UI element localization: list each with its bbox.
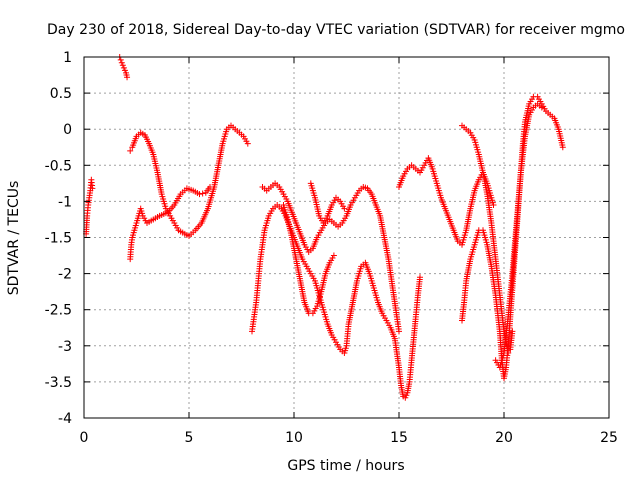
data-point xyxy=(118,59,125,66)
y-tick-label: -1 xyxy=(58,194,72,210)
data-point xyxy=(199,190,206,197)
data-point xyxy=(127,147,134,154)
data-point xyxy=(403,392,410,399)
data-point xyxy=(396,328,402,335)
y-tick-label: -0.5 xyxy=(45,158,72,174)
data-point xyxy=(120,64,127,71)
data-point xyxy=(417,274,423,281)
y-tick-label: -2.5 xyxy=(45,303,72,319)
y-tick-label: -4 xyxy=(58,411,72,427)
x-tick-label: 0 xyxy=(80,430,89,446)
x-axis-label: GPS time / hours xyxy=(287,458,404,474)
y-axis-label: SDTVAR / TECUs xyxy=(6,181,22,296)
data-point xyxy=(196,191,203,198)
data-point xyxy=(119,62,126,69)
data-point xyxy=(124,74,131,81)
data-point xyxy=(538,104,545,111)
y-tick-label: 0 xyxy=(63,122,72,138)
x-tick-label: 5 xyxy=(185,430,194,446)
y-tick-label: 1 xyxy=(63,50,72,66)
data-point xyxy=(244,140,251,147)
chart-title: Day 230 of 2018, Sidereal Day-to-day VTE… xyxy=(47,22,625,38)
data-point xyxy=(402,394,409,401)
y-tick-label: -3.5 xyxy=(45,375,72,391)
data-point xyxy=(330,252,337,259)
data-point xyxy=(89,185,96,192)
x-tick-label: 10 xyxy=(285,430,303,446)
x-tick-label: 20 xyxy=(495,430,513,446)
data-series-sdtvar xyxy=(83,54,566,401)
x-tick-label: 25 xyxy=(600,430,618,446)
data-point xyxy=(117,56,124,63)
y-tick-label: -3 xyxy=(58,339,72,355)
y-tick-label: 0.5 xyxy=(50,86,72,102)
y-tick-label: -1.5 xyxy=(45,231,72,247)
x-tick-label: 15 xyxy=(390,430,408,446)
data-point xyxy=(509,328,516,335)
y-tick-label: -2 xyxy=(58,267,72,283)
data-point xyxy=(559,144,566,151)
axis-ticks: 0 5 10 15 20 25 1 0.5 0 -0.5 -1 -1.5 -2 -2.5 -3 -3.5 -4 xyxy=(45,50,618,446)
data-point xyxy=(341,205,348,212)
data-point xyxy=(121,67,128,74)
